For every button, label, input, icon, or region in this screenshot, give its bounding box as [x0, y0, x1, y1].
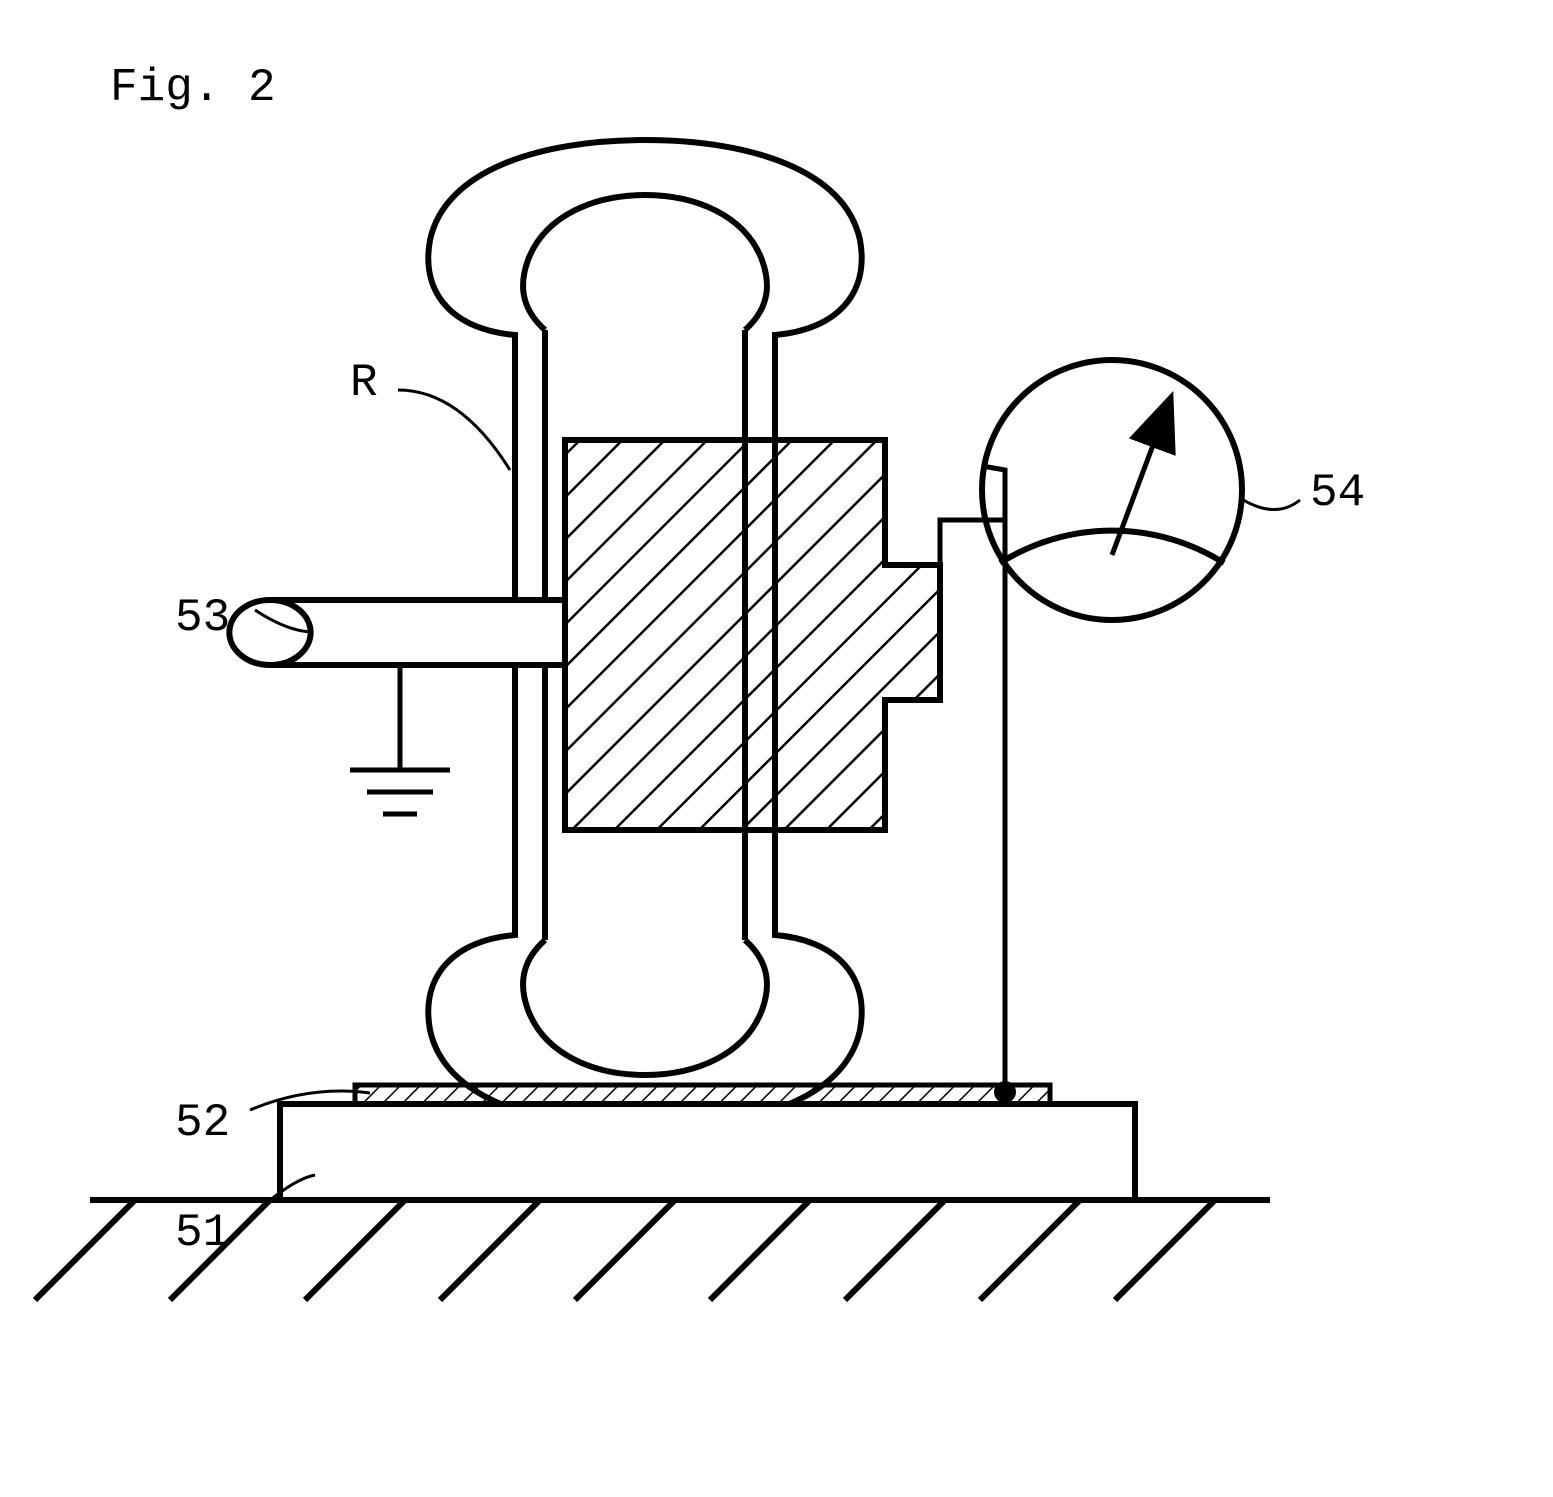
label-plate: 52	[175, 1097, 230, 1149]
label-roller: R	[350, 357, 378, 409]
hub-block	[565, 440, 940, 830]
ground-symbol	[350, 665, 450, 814]
figure-title: Fig. 2	[110, 62, 276, 114]
gauge-wires	[940, 466, 1005, 1090]
gauge	[982, 360, 1242, 620]
shaft	[229, 600, 565, 665]
figure-svg: Fig. 2	[0, 0, 1553, 1497]
label-shaft: 53	[175, 592, 230, 644]
base-block	[280, 1104, 1135, 1200]
label-base: 51	[175, 1207, 230, 1259]
label-gauge: 54	[1310, 467, 1365, 519]
